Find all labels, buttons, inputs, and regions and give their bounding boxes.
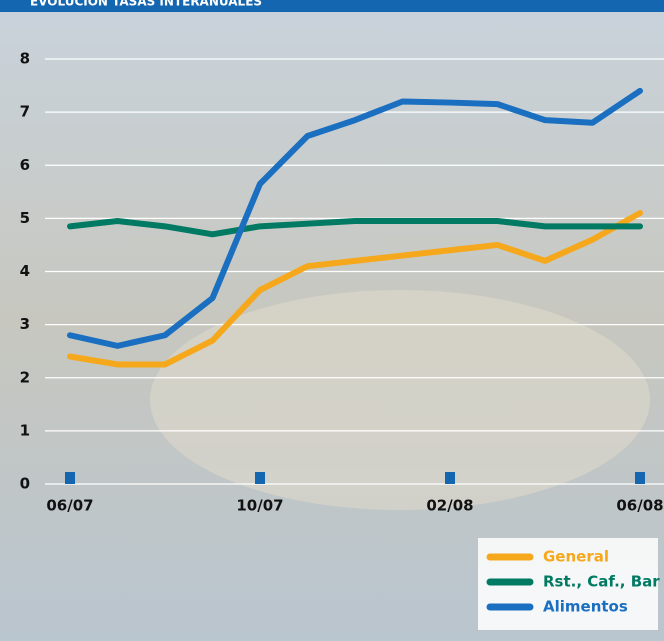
y-tick-label: 0 [20,475,30,493]
header-title: EVOLUCIÓN TASAS INTERANUALES [30,0,262,9]
y-tick-label: 2 [20,368,30,386]
y-tick-label: 3 [20,315,30,333]
x-tick-label: 06/07 [46,497,93,515]
y-tick-label: 8 [20,50,30,68]
y-tick-label: 4 [20,262,30,280]
y-tick-label: 7 [20,103,30,121]
y-tick-label: 1 [20,421,30,439]
x-tick-mark [445,472,455,484]
x-tick-label: 06/08 [616,497,663,515]
x-tick-mark [255,472,265,484]
x-tick-mark [635,472,645,484]
legend-label: Rst., Caf., Bar [543,573,660,591]
x-tick-mark [65,472,75,484]
y-tick-label: 6 [20,156,30,174]
x-tick-label: 02/08 [426,497,473,515]
x-tick-label: 10/07 [236,497,283,515]
legend-label: Alimentos [543,598,628,616]
legend-label: General [543,548,609,566]
chart: EVOLUCIÓN TASAS INTERANUALES 0 1 2 3 4 5 6 7 8 06… [0,0,664,641]
y-tick-label: 5 [20,209,30,227]
